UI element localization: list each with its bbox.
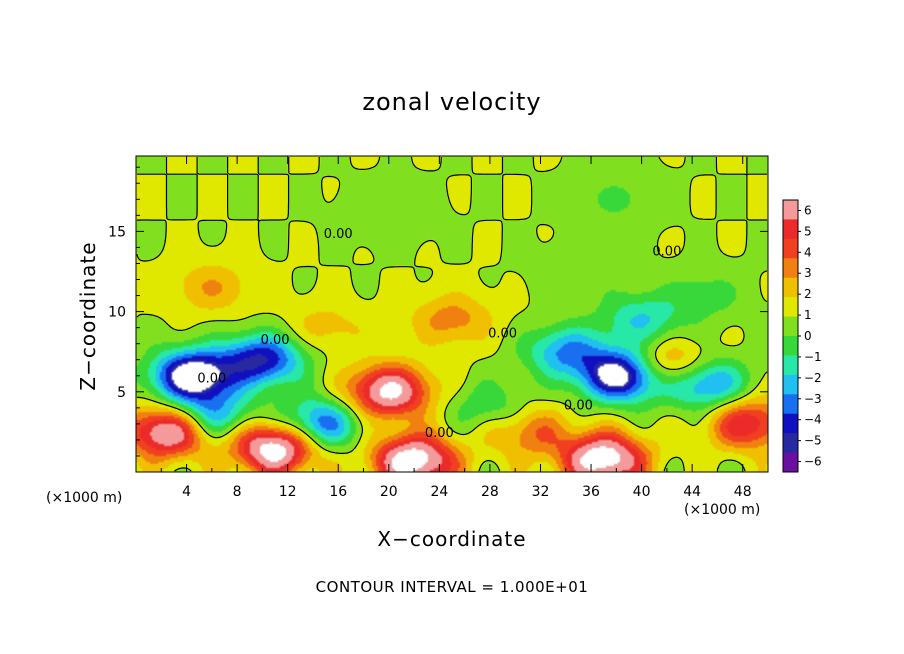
x-axis-label: X−coordinate — [377, 527, 527, 551]
x-tick-label-4: 4 — [182, 484, 191, 500]
x-unit-label: (×1000 m) — [684, 502, 761, 518]
colorbar-label-12: −6 — [804, 455, 822, 469]
colorbar-swatch-10 — [783, 394, 798, 415]
y-tick-label-10: 10 — [108, 305, 126, 321]
colorbar-label-6: 0 — [804, 329, 812, 343]
chart-title: zonal velocity — [362, 88, 542, 116]
colorbar-label-7: −1 — [804, 350, 822, 364]
zero-contour — [136, 156, 768, 472]
contour-label-6: 0.00 — [488, 327, 517, 342]
y-tick-label-5: 5 — [117, 385, 126, 401]
colorbar-swatch-7 — [783, 336, 798, 356]
x-tick-label-12: 12 — [279, 484, 297, 500]
colorbar-label-11: −5 — [804, 434, 822, 448]
colorbar-label-10: −4 — [804, 413, 822, 427]
colorbar-swatch-13 — [783, 452, 798, 473]
colorbar-swatch-6 — [783, 316, 798, 337]
x-tick-label-16: 16 — [329, 484, 347, 500]
colorbar: 6 5 4 3 2 1 0 −1 −2 −3 −4 −5 −6 — [782, 199, 822, 473]
plot-area: 0.00 0.00 0.00 0.00 0.00 0.00 0.00 — [135, 155, 769, 473]
colorbar-label-0: 6 — [804, 203, 812, 217]
x-tick-label-8: 8 — [233, 484, 242, 500]
contour-label-2: 0.00 — [261, 333, 290, 348]
x-tick-label-20: 20 — [380, 484, 398, 500]
colorbar-swatch-9 — [783, 374, 798, 395]
contour-label-1: 0.00 — [652, 245, 681, 260]
contour-interval-note: CONTOUR INTERVAL = 1.000E+01 — [315, 578, 589, 596]
contour-label-0: 0.00 — [324, 227, 353, 242]
colorbar-label-4: 2 — [804, 287, 812, 301]
colorbar-swatch-3 — [783, 258, 798, 279]
x-axis: 4 8 12 16 20 24 28 32 36 40 44 48 — [160, 156, 752, 500]
y-axis: 5 10 15 — [108, 166, 768, 457]
colorbar-label-5: 1 — [804, 308, 812, 322]
colorbar-label-2: 4 — [804, 245, 812, 259]
x-tick-label-32: 32 — [532, 484, 550, 500]
colorbar-swatch-11 — [783, 413, 798, 434]
velocity-field — [136, 156, 768, 472]
colorbar-swatch-1 — [783, 219, 798, 240]
y-tick-label-15: 15 — [108, 224, 126, 240]
contour-label-3: 0.00 — [197, 371, 226, 386]
colorbar-label-3: 3 — [804, 266, 812, 280]
contour-lines: 0.00 0.00 0.00 0.00 0.00 0.00 0.00 — [136, 156, 768, 472]
colorbar-label-9: −3 — [804, 392, 822, 406]
x-tick-label-48: 48 — [734, 484, 752, 500]
plot-frame — [135, 155, 769, 473]
colorbar-label-1: 5 — [804, 224, 812, 238]
y-unit-label: (×1000 m) — [46, 490, 123, 506]
colorbar-swatch-12 — [783, 433, 798, 454]
x-tick-label-28: 28 — [481, 484, 499, 500]
contour-label-4: 0.00 — [425, 426, 454, 441]
colorbar-label-8: −2 — [804, 371, 822, 385]
x-tick-label-36: 36 — [582, 484, 600, 500]
x-tick-label-24: 24 — [430, 484, 448, 500]
colorbar-swatch-5 — [783, 297, 798, 318]
contour-label-5: 0.00 — [564, 399, 593, 414]
colorbar-swatch-2 — [783, 238, 798, 259]
x-tick-label-44: 44 — [683, 484, 701, 500]
colorbar-swatch-4 — [783, 277, 798, 298]
colorbar-swatch-0 — [783, 200, 798, 220]
x-tick-label-40: 40 — [633, 484, 651, 500]
colorbar-swatch-8 — [783, 355, 798, 376]
